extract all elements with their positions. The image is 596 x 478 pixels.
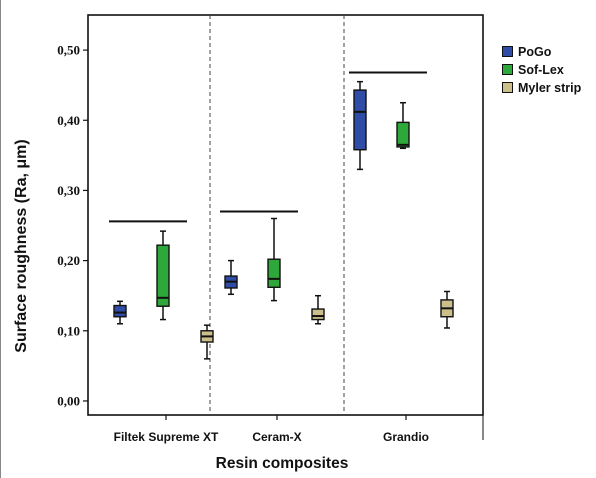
box-body-myler-strip-1 bbox=[311, 308, 325, 321]
y-tick-label-5: 0,50 bbox=[57, 43, 80, 58]
box-myler-strip-grandio bbox=[440, 290, 454, 329]
box-body-pogo-0 bbox=[113, 304, 127, 318]
legend-label-sof-lex: Sof-Lex bbox=[518, 62, 564, 77]
y-tick-label-0: 0,00 bbox=[57, 393, 80, 408]
plot-frame bbox=[87, 14, 484, 416]
legend-label-pogo: PoGo bbox=[518, 44, 552, 59]
box-sof-lex-grandio bbox=[396, 101, 410, 150]
y-tick-label-4: 0,40 bbox=[57, 113, 80, 128]
legend-swatch-pogo bbox=[502, 46, 513, 57]
box-pogo-ceram-x bbox=[224, 259, 238, 296]
box-pogo-filtek-supreme-xt bbox=[113, 300, 127, 325]
box-myler-strip-ceram-x bbox=[311, 294, 325, 325]
legend-item-myler-strip: Myler strip bbox=[502, 79, 581, 96]
y-tick-label-2: 0,20 bbox=[57, 253, 80, 268]
category-label-filtek-supreme-xt: Filtek Supreme XT bbox=[114, 430, 219, 444]
y-axis-title: Surface roughness (Ra, μm) bbox=[13, 139, 30, 352]
box-myler-strip-filtek-supreme-xt bbox=[200, 324, 214, 360]
legend-label-myler-strip: Myler strip bbox=[518, 80, 582, 95]
y-tick-label-3: 0,30 bbox=[57, 183, 80, 198]
legend-item-sof-lex: Sof-Lex bbox=[502, 61, 581, 78]
legend-swatch-sof-lex bbox=[502, 64, 513, 75]
x-axis-title: Resin composites bbox=[216, 455, 349, 472]
box-sof-lex-ceram-x bbox=[267, 217, 281, 302]
category-label-ceram-x: Ceram-X bbox=[252, 430, 301, 444]
box-pogo-grandio bbox=[353, 80, 367, 171]
category-label-grandio: Grandio bbox=[383, 430, 429, 444]
legend-swatch-myler-strip bbox=[502, 82, 513, 93]
box-body-sof-lex-2 bbox=[396, 121, 410, 148]
legend: PoGo Sof-Lex Myler strip bbox=[502, 43, 581, 97]
box-body-sof-lex-0 bbox=[156, 244, 170, 307]
box-body-pogo-2 bbox=[353, 89, 367, 151]
legend-item-pogo: PoGo bbox=[502, 43, 581, 60]
box-sof-lex-filtek-supreme-xt bbox=[156, 230, 170, 321]
box-body-sof-lex-1 bbox=[267, 258, 281, 288]
y-tick-label-1: 0,10 bbox=[57, 323, 80, 338]
